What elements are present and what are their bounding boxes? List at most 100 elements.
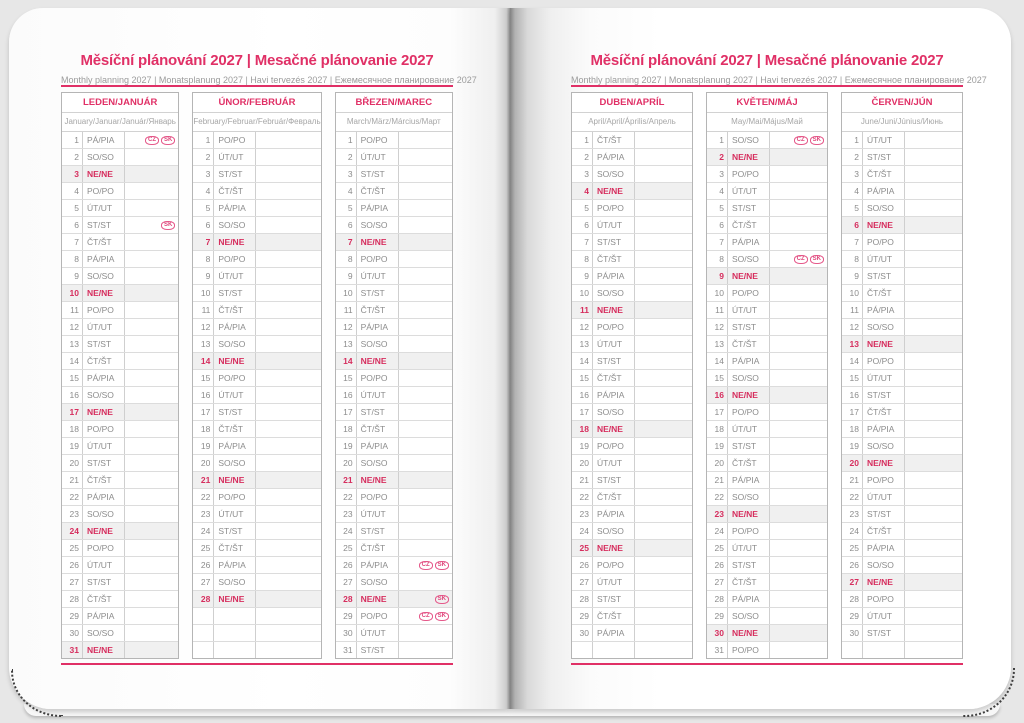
day-row: 29 ÚT/UT [842,608,962,625]
notes-cell [125,200,178,216]
notes-cell [125,557,178,573]
day-abbreviation: ST/ST [83,574,125,590]
day-row: 20 SO/SO [193,455,321,472]
notes-cell [770,455,827,471]
day-number: 29 [336,608,357,624]
day-row: 9 ÚT/UT [193,268,321,285]
day-row: 14 NE/NE [335,353,452,370]
notes-cell [905,166,962,182]
notes-cell [905,319,962,335]
day-abbreviation: ST/ST [357,642,399,658]
day-number: 9 [62,268,83,284]
day-abbreviation: SO/SO [83,506,125,522]
cz-holiday-badge: CZ [793,254,808,264]
day-row: 8 PÁ/PIA [62,251,179,268]
day-number: 2 [336,149,357,165]
day-abbreviation: SO/SO [83,625,125,641]
day-abbreviation: ÚT/UT [863,251,905,267]
notes-cell [399,404,452,420]
day-number: 27 [842,574,863,590]
notes-cell [905,268,962,284]
day-abbreviation: SO/SO [83,149,125,165]
notes-cell [905,438,962,454]
day-number: 25 [62,540,83,556]
day-number: 4 [707,183,728,199]
notes-cell [256,523,320,539]
day-number: 7 [707,234,728,250]
notes-cell [770,200,827,216]
notes-cell [399,319,452,335]
notes-cell [635,438,692,454]
day-abbreviation: PO/PO [728,404,770,420]
day-abbreviation: ÚT/UT [728,540,770,556]
day-abbreviation: PÁ/PIA [83,489,125,505]
day-row: 4 PO/PO [62,183,179,200]
day-abbreviation: PO/PO [863,234,905,250]
day-abbreviation: ČT/ŠT [593,608,635,624]
right-page-content: Měsíční plánování 2027 | Mesačné plánova… [571,8,987,709]
day-number: 28 [193,591,215,607]
notes-cell [905,132,962,148]
day-abbreviation: PO/PO [728,285,770,301]
day-row: 23 ÚT/UT [193,506,321,523]
day-number: 4 [336,183,357,199]
day-abbreviation: ČT/ŠT [593,132,635,148]
day-row: 23 ÚT/UT [335,506,452,523]
day-number: 12 [707,319,728,335]
day-abbreviation: PO/PO [83,302,125,318]
notes-cell [399,251,452,267]
day-abbreviation: ST/ST [728,200,770,216]
notes-cell [399,387,452,403]
notes-cell [125,251,178,267]
day-number: 22 [707,489,728,505]
notes-cell [635,557,692,573]
page-subtitle: Monthly planning 2027 | Monatsplanung 20… [61,75,477,85]
day-row: 24 ST/ST [193,523,321,540]
day-row: 7 ST/ST [572,234,692,251]
notes-cell [905,489,962,505]
day-abbreviation: NE/NE [863,217,905,233]
day-row: 31 NE/NE [62,642,179,658]
day-abbreviation: NE/NE [214,353,257,369]
notes-cell [770,268,827,284]
month-name: KVĚTEN/MÁJ [707,93,827,113]
day-abbreviation: PÁ/PIA [863,302,905,318]
day-row: 25 PÁ/PIA [842,540,962,557]
day-row: 17 PO/PO [707,404,827,421]
notes-cell: CZ SK [399,557,452,573]
notes-cell [635,523,692,539]
day-abbreviation: ÚT/UT [357,625,399,641]
day-row: 23 ST/ST [842,506,962,523]
notes-cell [905,608,962,624]
day-row: 13 ÚT/UT [572,336,692,353]
day-abbreviation [593,642,635,658]
day-number: 1 [193,132,215,148]
day-row: 18 PÁ/PIA [842,421,962,438]
day-row: 17 ST/ST [193,404,321,421]
day-abbreviation: PO/PO [214,132,257,148]
notes-cell [399,455,452,471]
day-row: 19 ÚT/UT [62,438,179,455]
notes-cell [770,625,827,641]
day-number: 25 [707,540,728,556]
day-abbreviation: ST/ST [728,557,770,573]
day-row: 5 SO/SO [842,200,962,217]
day-abbreviation: PÁ/PIA [357,200,399,216]
day-number: 8 [842,251,863,267]
day-number: 9 [572,268,593,284]
day-row: 29 PÁ/PIA [62,608,179,625]
day-row: 14 ČT/ŠT [62,353,179,370]
month-rows: 1 PO/PO 2 ÚT/UT 3 ST/ST 4 ČT/ŠT 5 PÁ/PIA 6 SO/SO 7 NE… [193,132,321,658]
day-row: 14 PÁ/PIA [707,353,827,370]
notes-cell [256,217,320,233]
day-abbreviation: PO/PO [214,370,257,386]
notes-cell [256,387,320,403]
notes-cell [125,353,178,369]
day-number: 13 [842,336,863,352]
day-row: 7 NE/NE [193,234,321,251]
day-number: 8 [62,251,83,267]
day-number: 27 [572,574,593,590]
day-abbreviation: ST/ST [593,591,635,607]
day-row: 13 SO/SO [335,336,452,353]
day-row: 6 SO/SO [193,217,321,234]
